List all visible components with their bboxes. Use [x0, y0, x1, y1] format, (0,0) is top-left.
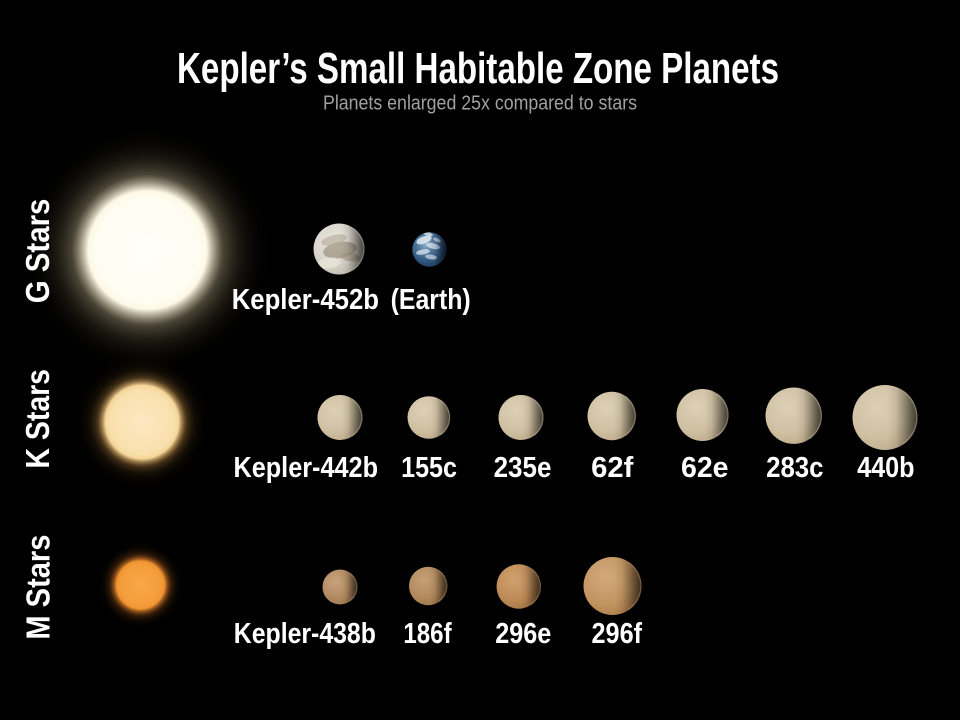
- svg-text:Kepler-438b: Kepler-438b: [234, 618, 376, 650]
- svg-text:283c: 283c: [766, 452, 823, 484]
- svg-text:Planets enlarged 25x compared: Planets enlarged 25x compared to stars: [323, 93, 637, 115]
- svg-text:Kepler-442b: Kepler-442b: [234, 452, 379, 484]
- svg-text:K Stars: K Stars: [19, 369, 56, 469]
- svg-text:G Stars: G Stars: [19, 199, 56, 304]
- svg-text:M Stars: M Stars: [19, 535, 56, 640]
- svg-text:Kepler-452b: Kepler-452b: [232, 284, 379, 316]
- svg-text:296e: 296e: [495, 618, 551, 650]
- svg-text:Kepler’s Small Habitable Zone: Kepler’s Small Habitable Zone Planets: [177, 44, 779, 93]
- svg-text:(Earth): (Earth): [391, 284, 471, 316]
- svg-text:235e: 235e: [494, 452, 552, 484]
- svg-text:62e: 62e: [681, 452, 729, 484]
- svg-text:155c: 155c: [401, 452, 457, 484]
- svg-text:186f: 186f: [403, 618, 451, 650]
- svg-text:296f: 296f: [592, 618, 643, 650]
- svg-text:62f: 62f: [591, 452, 634, 484]
- svg-text:440b: 440b: [857, 452, 914, 484]
